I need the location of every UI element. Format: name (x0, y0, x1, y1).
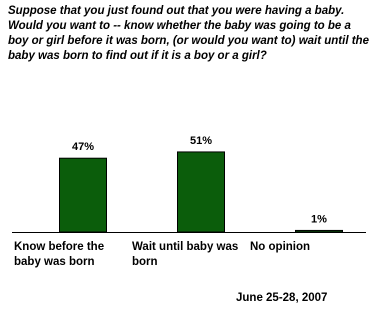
value-label: 51% (190, 135, 212, 147)
category-label: Know before the baby was born (14, 241, 105, 268)
chart-title: Suppose that you just found out that you… (8, 5, 369, 62)
bar (177, 151, 225, 233)
category-label: Wait until baby was born (132, 241, 239, 268)
value-label: 47% (72, 141, 94, 153)
value-label: 1% (311, 213, 327, 225)
bar (295, 229, 343, 233)
category-label: No opinion (250, 241, 311, 253)
date-note: June 25-28, 2007 (236, 292, 328, 304)
bar (59, 157, 107, 233)
